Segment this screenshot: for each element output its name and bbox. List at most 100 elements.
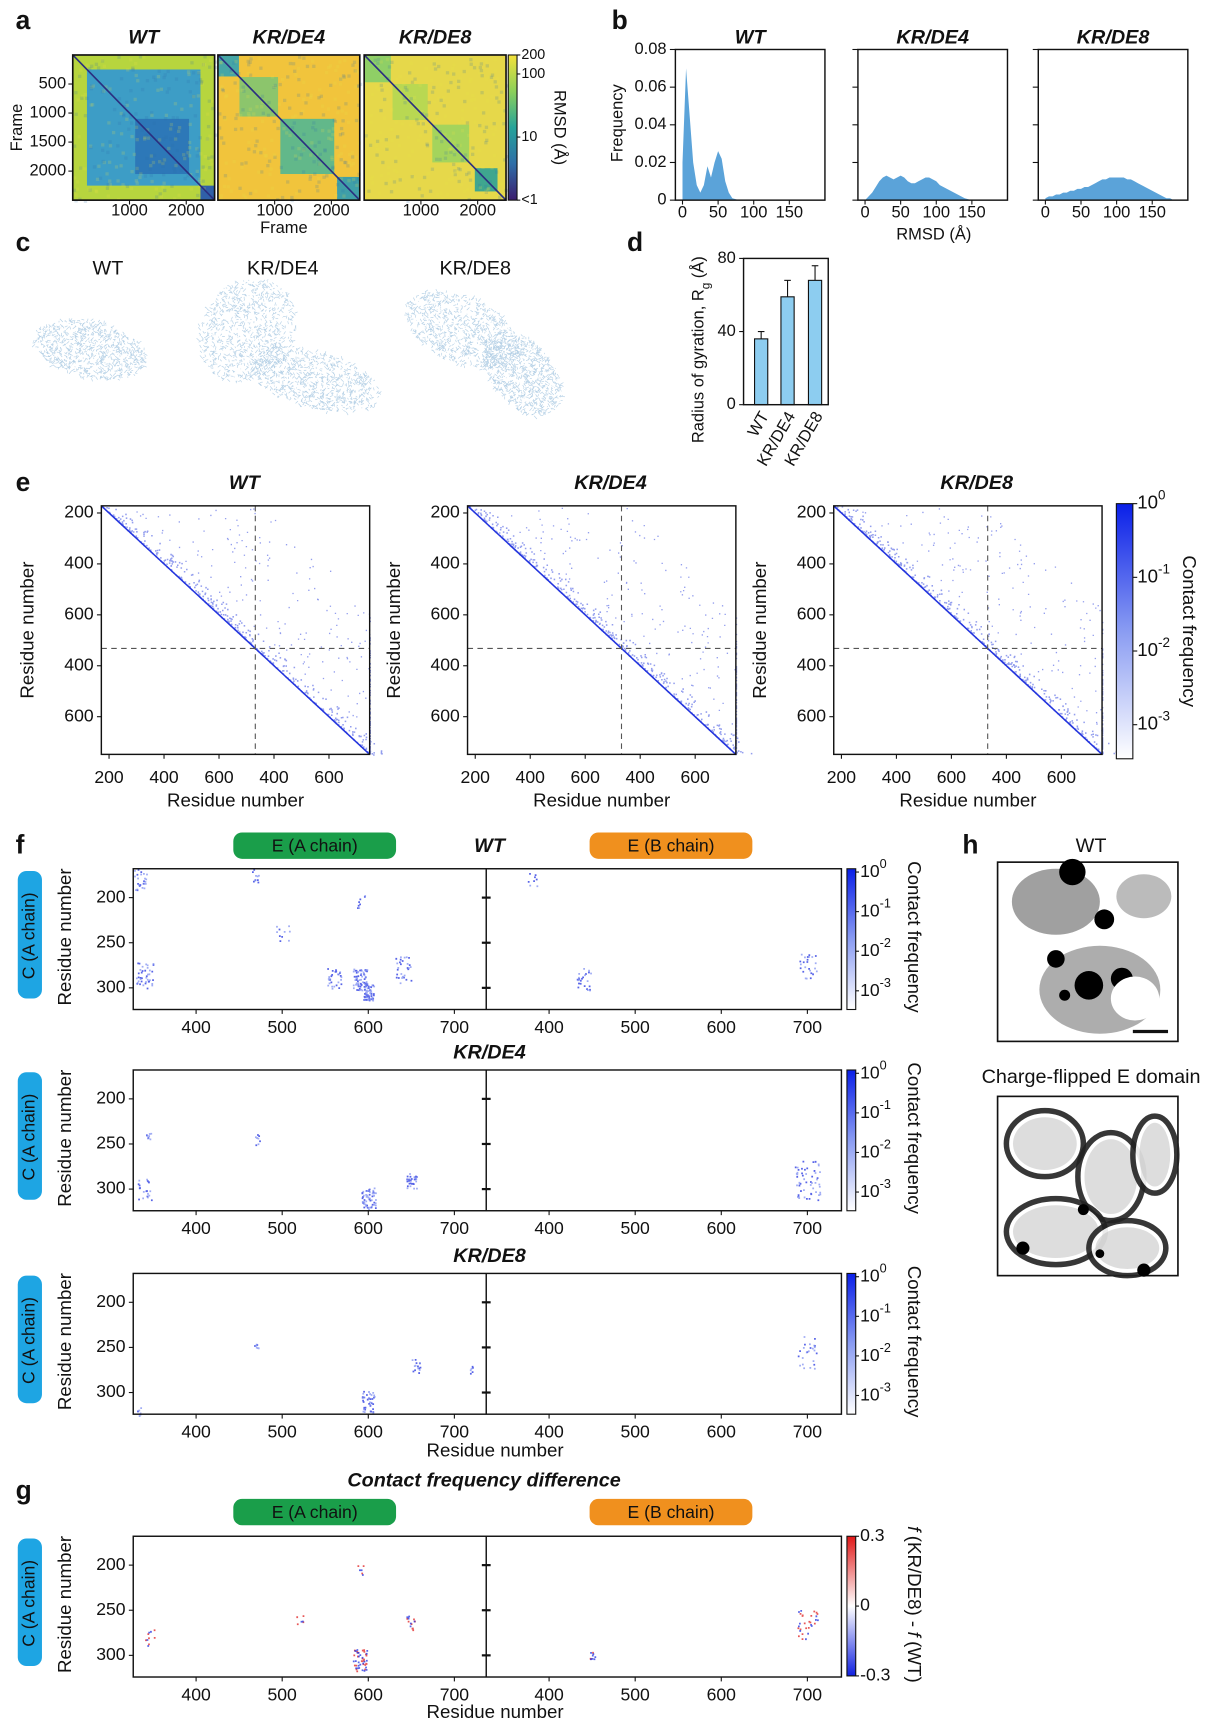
heatmap-speckle	[302, 132, 306, 136]
heatmap-speckle	[336, 183, 340, 187]
heatmap-speckle	[264, 154, 269, 158]
heatmap-speckle	[199, 81, 203, 85]
heatmap-speckle	[170, 184, 174, 188]
heatmap-speckle	[353, 180, 357, 184]
colorbar-label: Contact frequency	[904, 1266, 925, 1418]
heatmap-speckle	[333, 97, 337, 101]
y-tick-label: 2000	[29, 161, 66, 179]
heatmap-speckle	[495, 170, 499, 174]
heatmap-speckle	[78, 74, 82, 79]
heatmap-speckle	[341, 74, 346, 78]
x-tick-label: 500	[621, 1017, 651, 1037]
y-tick-label: 400	[797, 654, 827, 674]
heatmap-speckle	[87, 187, 91, 192]
heatmap-speckle	[130, 134, 134, 139]
heatmap-speckle	[379, 83, 384, 88]
x-tick-label: 700	[793, 1218, 823, 1238]
heatmap-speckle	[207, 99, 211, 103]
heatmap-speckle	[221, 88, 226, 93]
heatmap-speckle	[490, 166, 494, 170]
x-tick-label: 700	[793, 1422, 823, 1442]
heatmap-speckle	[101, 148, 105, 152]
y-tick-label: 600	[64, 603, 94, 623]
heatmap-speckle	[393, 168, 397, 173]
heatmap-speckle	[409, 123, 413, 127]
heatmap-speckle	[413, 77, 417, 81]
chain-chip	[17, 870, 42, 999]
x-tick-label: 150	[776, 204, 804, 222]
heatmap-speckle	[449, 80, 453, 85]
heatmap-speckle	[143, 174, 148, 178]
heatmap-speckle	[259, 151, 263, 155]
heatmap-speckle	[456, 143, 460, 148]
plot-frame	[1037, 48, 1189, 201]
heatmap-speckle	[398, 178, 402, 182]
bar	[780, 296, 795, 406]
heatmap-speckle	[293, 69, 297, 73]
heatmap-speckle	[193, 114, 198, 118]
heatmap-speckle	[175, 116, 179, 120]
heatmap-speckle	[119, 77, 124, 81]
y-axis-label: Residue number	[54, 1070, 75, 1207]
heatmap-speckle	[480, 74, 484, 78]
heatmap-speckle	[83, 93, 87, 97]
heatmap-speckle	[444, 181, 448, 186]
x-tick-label: 400	[181, 1218, 211, 1238]
label-part: 0	[880, 1059, 887, 1073]
heatmap-speckle	[92, 165, 97, 169]
heatmap-speckle	[100, 58, 104, 62]
heatmap-speckle	[484, 141, 488, 145]
heatmap-speckle	[293, 154, 298, 158]
heatmap-speckle	[125, 117, 129, 122]
heatmap-speckle	[497, 100, 501, 104]
panel-title: KR/DE8	[399, 27, 472, 49]
heatmap-speckle	[500, 181, 504, 186]
x-axis-label: Residue number	[533, 790, 670, 811]
heatmap-speckle	[385, 87, 389, 91]
heatmap-speckle	[240, 165, 244, 170]
heatmap-speckle	[308, 177, 312, 181]
heatmap-speckle	[335, 145, 339, 150]
colorbar-tick-label: 10-3	[860, 1381, 891, 1404]
heatmap-speckle	[387, 65, 392, 69]
heatmap-speckle	[410, 80, 415, 84]
y-tick-label: 200	[797, 502, 827, 522]
heatmap-speckle	[89, 145, 93, 150]
heatmap-speckle	[224, 95, 228, 99]
heatmap-speckle	[501, 110, 505, 114]
chain-chip	[589, 1498, 753, 1526]
heatmap-speckle	[447, 177, 452, 181]
heatmap-speckle	[415, 118, 419, 122]
y-tick-label: 0.08	[634, 40, 666, 58]
heatmap-speckle	[458, 167, 462, 172]
heatmap-speckle	[439, 98, 443, 102]
heatmap-speckle	[433, 67, 438, 71]
heatmap-speckle	[72, 188, 77, 192]
heatmap-speckle	[223, 174, 228, 178]
structure-title: WT	[93, 258, 124, 280]
heatmap-speckle	[145, 156, 149, 160]
label-part: 10	[1137, 492, 1158, 513]
y-tick-label: 400	[64, 654, 94, 674]
heatmap-speckle	[385, 147, 389, 151]
heatmap-speckle	[237, 71, 241, 76]
heatmap-speckle	[260, 170, 264, 174]
heatmap-speckle	[413, 176, 417, 180]
heatmap-speckle	[390, 60, 394, 64]
chain-chip-label: E (A chain)	[272, 835, 358, 855]
panel-title: Contact frequency difference	[347, 1470, 620, 1492]
heatmap-speckle	[493, 58, 497, 62]
heatmap-speckle	[72, 176, 77, 180]
heatmap-speckle	[175, 134, 179, 138]
heatmap-speckle	[101, 143, 105, 147]
colorbar	[507, 54, 518, 201]
heatmap-speckle	[240, 88, 244, 92]
heatmap-speckle	[376, 61, 380, 65]
heatmap-speckle	[467, 133, 471, 138]
heatmap-speckle	[282, 127, 286, 131]
heatmap-speckle	[409, 97, 413, 101]
heatmap-speckle	[160, 159, 164, 164]
heatmap-speckle	[440, 196, 445, 200]
heatmap-speckle	[304, 101, 308, 105]
heatmap-speckle	[302, 148, 306, 152]
